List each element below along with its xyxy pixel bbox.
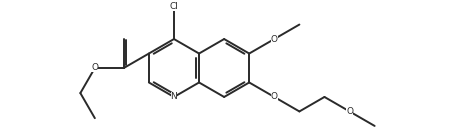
Text: N: N (171, 92, 177, 101)
Text: O: O (271, 35, 278, 44)
Text: O: O (91, 64, 98, 72)
Text: O: O (271, 92, 278, 101)
Text: O: O (346, 107, 353, 116)
Text: Cl: Cl (170, 2, 178, 11)
